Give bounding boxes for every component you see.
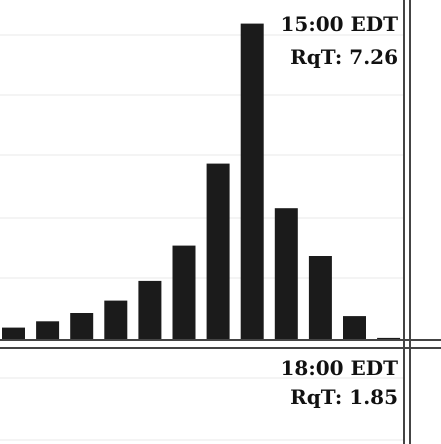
top-grid	[0, 34, 404, 279]
top-panel	[0, 23, 441, 341]
bottom-panel	[0, 347, 441, 441]
top-panel-title: 15:00 EDT	[280, 12, 398, 36]
top-bar-11	[343, 316, 366, 340]
top-bar-1	[2, 327, 25, 340]
top-bar-6	[172, 245, 196, 340]
top-bar-5	[138, 280, 162, 340]
top-bar-9	[274, 208, 298, 340]
top-bar-4	[104, 300, 128, 340]
bottom-grid	[0, 377, 404, 441]
top-bar-10	[308, 256, 332, 340]
bottom-panel-title: 18:00 EDT	[280, 356, 398, 380]
top-bar-2	[36, 321, 60, 340]
bottom-panel-subtitle: RqT: 1.85	[290, 385, 398, 409]
top-bar-7	[206, 163, 230, 340]
top-bar-12	[377, 337, 401, 340]
top-bars	[2, 23, 401, 340]
top-bar-3	[70, 313, 94, 340]
top-bar-8	[240, 23, 264, 340]
top-panel-subtitle: RqT: 7.26	[290, 45, 398, 69]
